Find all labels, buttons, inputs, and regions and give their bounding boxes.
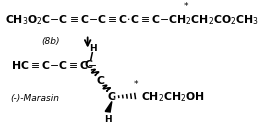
Text: CH$_2$CH$_2$OH: CH$_2$CH$_2$OH <box>141 90 205 104</box>
Text: HC$\equiv$C$-$C$\equiv$C$-$: HC$\equiv$C$-$C$\equiv$C$-$ <box>11 59 98 71</box>
Text: CH$_3$O$_2$C$-$C$\equiv$C$-$C$\equiv$C$\cdot$C$\equiv$C$-$CH$_2$CH$_2$CO$_2$CH$_: CH$_3$O$_2$C$-$C$\equiv$C$-$C$\equiv$C$\… <box>5 13 259 27</box>
Text: H: H <box>104 115 112 124</box>
Text: C: C <box>85 60 93 70</box>
Text: (8b): (8b) <box>41 37 60 46</box>
Text: (-)-Marasin: (-)-Marasin <box>10 94 59 103</box>
Text: *: * <box>183 2 188 11</box>
Text: C: C <box>96 76 104 86</box>
Text: *: * <box>134 80 138 89</box>
Text: H: H <box>90 44 97 53</box>
Polygon shape <box>105 102 112 112</box>
Text: C: C <box>108 92 116 102</box>
